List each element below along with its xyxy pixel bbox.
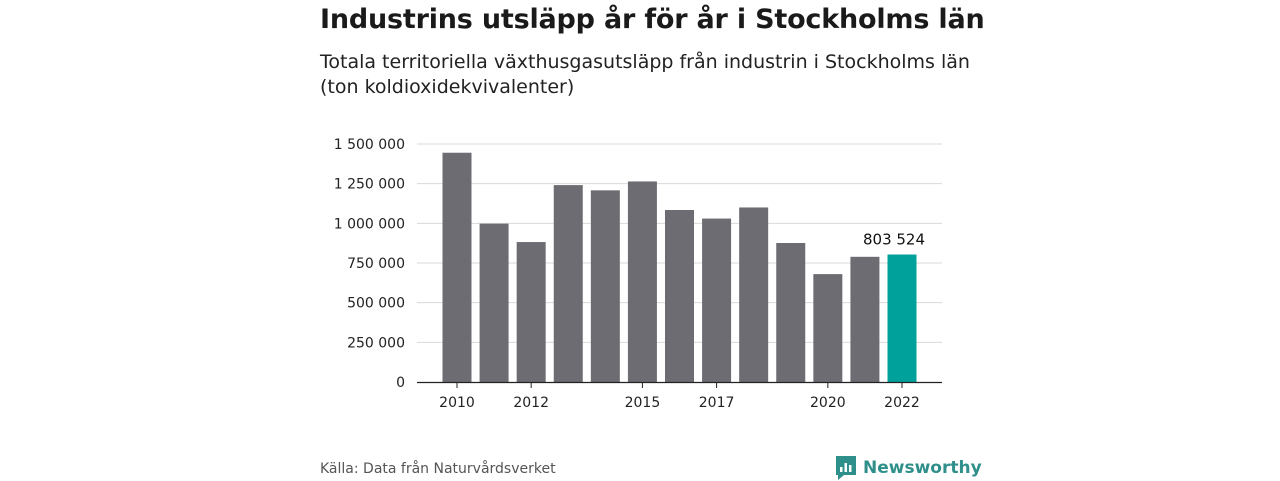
y-axis-ticks: 0 250 000 500 000 750 000 1 000 000 1 250 000… xyxy=(334,137,405,391)
data-label-highlight: 803 524 xyxy=(863,231,925,249)
y-tick-label: 0 xyxy=(396,375,405,391)
bar-2020 xyxy=(813,274,843,382)
y-tick-label: 500 000 xyxy=(347,296,405,312)
y-tick-label: 1 250 000 xyxy=(334,177,405,193)
newsworthy-logo-icon xyxy=(836,456,856,480)
bar-2019 xyxy=(776,243,806,382)
x-tick-label: 2010 xyxy=(439,395,475,411)
bar-2012 xyxy=(516,242,546,382)
bar-2018 xyxy=(739,207,769,382)
y-tick-label: 1 500 000 xyxy=(334,137,405,153)
y-tick-label: 250 000 xyxy=(347,335,405,351)
data-labels: 803 524 xyxy=(863,231,925,249)
bars xyxy=(442,152,917,382)
bar-2014 xyxy=(590,190,620,382)
x-tick-label: 2020 xyxy=(810,395,846,411)
bar-2016 xyxy=(665,210,694,382)
x-tick-label: 2012 xyxy=(513,395,549,411)
y-tick-label: 1 000 000 xyxy=(334,216,405,232)
bar-2017 xyxy=(702,218,732,382)
chart-title: Industrins utsläpp år för år i Stockholm… xyxy=(320,4,985,35)
chart-subtitle: Totala territoriella växthusgasutsläpp f… xyxy=(320,51,970,98)
x-tick-label: 2015 xyxy=(625,395,661,411)
bar-2011 xyxy=(479,223,509,382)
x-axis-ticks: 2010 2012 2015 2017 2020 2022 xyxy=(439,382,920,411)
bar-2022 xyxy=(887,254,917,382)
x-tick-label: 2017 xyxy=(699,395,735,411)
bar-2013 xyxy=(553,185,583,382)
source-note: Källa: Data från Naturvårdsverket xyxy=(320,461,556,477)
bar-2015 xyxy=(627,181,657,382)
brand-logo: Newsworthy xyxy=(835,455,982,481)
y-tick-label: 750 000 xyxy=(347,256,405,272)
bar-2021 xyxy=(850,256,880,382)
brand-name: Newsworthy xyxy=(863,458,982,478)
bar-2010 xyxy=(442,152,472,382)
x-tick-label: 2022 xyxy=(884,395,920,411)
